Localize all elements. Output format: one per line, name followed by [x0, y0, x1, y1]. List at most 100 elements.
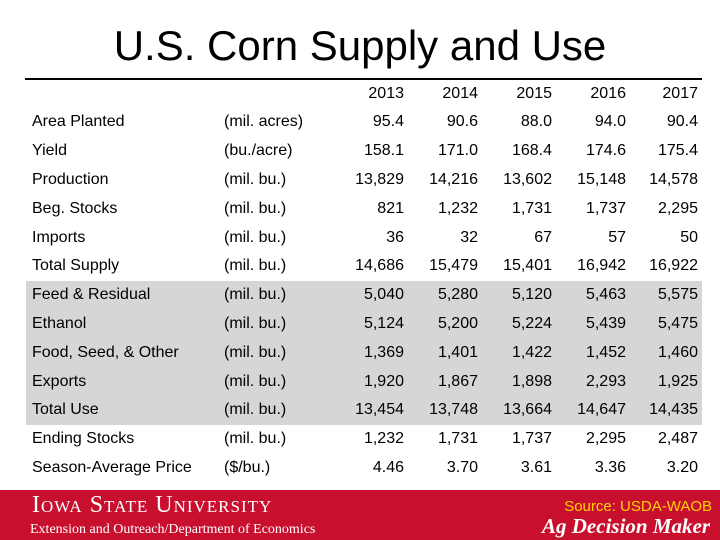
row-label: Feed & Residual — [26, 280, 224, 310]
cell-value: 15,479 — [429, 257, 478, 275]
cell-value: 3.20 — [666, 458, 698, 476]
cell-value: 5,124 — [334, 309, 408, 339]
cell-value: 14,216 — [429, 170, 478, 188]
cell-value: 13,664 — [482, 395, 556, 425]
cell-value: 57 — [608, 228, 626, 246]
row-label: Season-Average Price — [32, 458, 192, 476]
cell-value: 174.6 — [585, 142, 626, 160]
cell-value: 13,602 — [503, 170, 552, 188]
row-unit: (mil. bu.) — [224, 199, 287, 217]
row-label: Imports — [32, 228, 86, 246]
cell-value: 1,422 — [482, 338, 556, 368]
cell-value: 3.61 — [520, 458, 552, 476]
cell-value: 1,731 — [437, 430, 478, 448]
table-row: Area Planted (mil. acres) 95.4 90.6 88.0 94.0… — [26, 108, 702, 137]
row-label: Yield — [32, 142, 67, 160]
cell-value: 175.4 — [657, 142, 698, 160]
cell-value: 1,920 — [334, 367, 408, 396]
cell-value: 3.70 — [446, 458, 478, 476]
year-header: 2015 — [516, 85, 552, 102]
cell-value: 14,647 — [556, 395, 630, 425]
cell-value: 1,460 — [630, 338, 702, 368]
row-label: Beg. Stocks — [32, 199, 118, 217]
row-unit: (mil. bu.) — [224, 170, 287, 188]
table-row: Food, Seed, & Other (mil. bu.) 1,369 1,401 1… — [26, 338, 702, 368]
cell-value: 95.4 — [372, 113, 404, 131]
cell-value: 5,575 — [630, 280, 702, 310]
isu-logo: Iowa State University — [32, 492, 273, 518]
cell-value: 5,040 — [334, 280, 408, 310]
ag-decision-maker-logo: Ag Decision Maker — [542, 514, 710, 538]
table-row: Production (mil. bu.) 13,829 14,216 13,602 15… — [26, 166, 702, 195]
cell-value: 5,475 — [630, 309, 702, 339]
cell-value: 14,686 — [355, 257, 404, 275]
table-row: Ending Stocks (mil. bu.) 1,232 1,731 1,737 2,… — [26, 425, 702, 454]
row-unit: (mil. bu.) — [224, 280, 334, 310]
table-row: Exports (mil. bu.) 1,920 1,867 1,898 2,293 1,9… — [26, 367, 702, 396]
row-unit: (mil. bu.) — [224, 228, 287, 246]
cell-value: 2,295 — [585, 430, 626, 448]
table-row: Total Supply (mil. bu.) 14,686 15,479 15,401… — [26, 252, 702, 281]
cell-value: 1,737 — [585, 199, 626, 217]
cell-value: 36 — [386, 228, 404, 246]
cell-value: 1,867 — [408, 367, 482, 396]
cell-value: 1,731 — [511, 199, 552, 217]
cell-value: 1,898 — [482, 367, 556, 396]
cell-value: 14,435 — [630, 395, 702, 425]
cell-value: 50 — [680, 228, 698, 246]
cell-value: 1,232 — [363, 430, 404, 448]
cell-value: 13,829 — [355, 170, 404, 188]
cell-value: 32 — [460, 228, 478, 246]
footer-bar: Iowa State University Extension and Outr… — [0, 490, 720, 540]
cell-value: 88.0 — [520, 113, 552, 131]
supply-use-table: 2013 2014 2015 2016 2017 Area Planted (mi… — [26, 80, 702, 482]
row-label: Total Supply — [32, 257, 120, 275]
cell-value: 13,454 — [334, 395, 408, 425]
year-header: 2016 — [590, 85, 626, 102]
cell-value: 171.0 — [437, 142, 478, 160]
row-label: Total Use — [26, 395, 224, 425]
header-blank-label — [26, 80, 224, 108]
cell-value: 2,295 — [657, 199, 698, 217]
row-unit: (mil. bu.) — [224, 395, 334, 425]
row-label: Production — [32, 170, 109, 188]
row-label: Food, Seed, & Other — [26, 338, 224, 368]
cell-value: 1,452 — [556, 338, 630, 368]
cell-value: 1,737 — [511, 430, 552, 448]
row-unit: (mil. bu.) — [224, 257, 287, 275]
row-unit: (mil. bu.) — [224, 430, 287, 448]
title-rule — [25, 78, 702, 80]
cell-value: 5,280 — [408, 280, 482, 310]
row-unit: (bu./acre) — [224, 142, 293, 160]
cell-value: 15,148 — [577, 170, 626, 188]
cell-value: 15,401 — [503, 257, 552, 275]
cell-value: 2,293 — [556, 367, 630, 396]
table-header-row: 2013 2014 2015 2016 2017 — [26, 80, 702, 108]
cell-value: 3.36 — [594, 458, 626, 476]
cell-value: 90.4 — [666, 113, 698, 131]
cell-value: 821 — [377, 199, 404, 217]
row-unit: (mil. acres) — [224, 113, 304, 131]
cell-value: 5,224 — [482, 309, 556, 339]
cell-value: 4.46 — [372, 458, 404, 476]
table-row: Total Use (mil. bu.) 13,454 13,748 13,664 14,… — [26, 395, 702, 425]
cell-value: 2,487 — [657, 430, 698, 448]
row-unit: (mil. bu.) — [224, 309, 334, 339]
row-unit: ($/bu.) — [224, 458, 271, 476]
table-row: Season-Average Price ($/bu.) 4.46 3.70 3.61 3… — [26, 454, 702, 483]
cell-value: 5,463 — [556, 280, 630, 310]
cell-value: 1,232 — [437, 199, 478, 217]
cell-value: 5,120 — [482, 280, 556, 310]
page-title: U.S. Corn Supply and Use — [113, 22, 607, 69]
row-label: Ending Stocks — [32, 430, 135, 448]
cell-value: 1,369 — [334, 338, 408, 368]
table-row: Ethanol (mil. bu.) 5,124 5,200 5,224 5,439 5,4… — [26, 309, 702, 339]
table-row: Imports (mil. bu.) 36 32 67 57 50 — [26, 223, 702, 252]
year-header: 2013 — [368, 85, 404, 102]
table-row: Beg. Stocks (mil. bu.) 821 1,232 1,731 1,737 2… — [26, 194, 702, 223]
row-label: Area Planted — [32, 113, 125, 131]
header-blank-unit — [224, 80, 334, 108]
department-text: Extension and Outreach/Department of Eco… — [30, 522, 316, 537]
cell-value: 16,922 — [649, 257, 698, 275]
cell-value: 67 — [534, 228, 552, 246]
